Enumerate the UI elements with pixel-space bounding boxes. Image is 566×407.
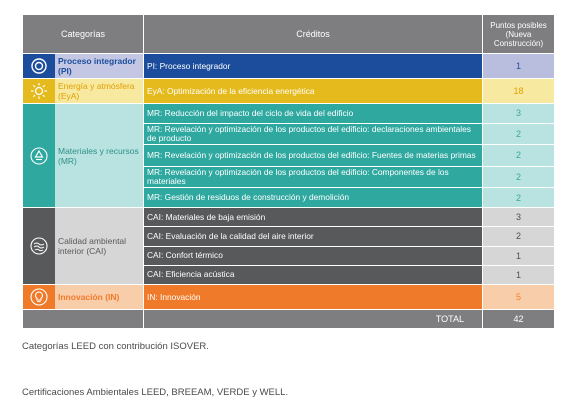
credit-cell: CAI: Materiales de baja emisión	[143, 206, 483, 228]
points-cell: 5	[482, 284, 555, 310]
points-cell: 2	[482, 226, 555, 247]
table-row: CAI: Evaluación de la calidad del aire i…	[23, 226, 555, 247]
total-row: TOTAL 42	[22, 309, 555, 329]
table-row: CAI: Confort térmico 1	[23, 245, 555, 266]
credit-cell: CAI: Eficiencia acústica	[143, 264, 483, 286]
points-cell: 1	[482, 53, 555, 79]
points-cell: 2	[482, 187, 555, 208]
points-cell: 18	[482, 78, 555, 104]
category-mr: Materiales y recursos (MR)	[22, 103, 144, 208]
credit-cell: MR: Revelación y optimización de los pro…	[143, 165, 483, 189]
recycle-icon	[23, 104, 55, 207]
credit-cell: CAI: Confort térmico	[143, 245, 483, 266]
points-cell: 1	[482, 245, 555, 266]
table-row: Energía y atmósfera (EyA) EyA: Optimizac…	[22, 78, 555, 104]
category-eya: Energía y atmósfera (EyA)	[22, 78, 144, 104]
category-label: Innovación (IN)	[58, 292, 120, 302]
points-cell: 3	[482, 103, 555, 124]
credit-cell: MR: Revelación y optimización de los pro…	[143, 122, 483, 146]
credit-cell: CAI: Evaluación de la calidad del aire i…	[143, 226, 483, 247]
sun-icon	[23, 79, 55, 103]
lightbulb-icon	[23, 285, 55, 309]
table-row: Innovación (IN) IN: Innovación 5	[22, 284, 555, 310]
total-value: 42	[482, 309, 555, 329]
credit-cell: MR: Gestión de residuos de construcción …	[143, 187, 483, 208]
table-row: Calidad ambiental interior (CAI) CAI: Ma…	[22, 206, 555, 285]
category-pi: Proceso integrador (PI)	[22, 53, 144, 79]
category-cai: Calidad ambiental interior (CAI)	[22, 207, 144, 285]
table-row: MR: Revelación y optimización de los pro…	[23, 165, 555, 189]
table-row: MR: Gestión de residuos de construcción …	[23, 187, 555, 208]
category-label: Materiales y recursos (MR)	[58, 145, 139, 166]
table-row: Materiales y recursos (MR) MR: Reducción…	[22, 103, 555, 208]
points-cell: 1	[482, 264, 555, 286]
credit-cell: EyA: Optimización de la eficiencia energ…	[143, 78, 483, 104]
certifications-caption: Certificaciones Ambientales LEED, BREEAM…	[22, 387, 289, 398]
table-header-row: Categorías Créditos Puntos posibles (Nue…	[22, 14, 555, 54]
table-row: MR: Revelación y optimización de los pro…	[23, 122, 555, 146]
points-cell: 2	[482, 144, 555, 167]
total-label: TOTAL	[143, 309, 483, 329]
header-points: Puntos posibles (Nueva Construcción)	[482, 14, 555, 54]
category-label: Proceso integrador (PI)	[58, 56, 136, 76]
table-row: Proceso integrador (PI) PI: Proceso inte…	[22, 53, 555, 79]
points-cell: 2	[482, 122, 555, 146]
category-in: Innovación (IN)	[22, 284, 144, 310]
credit-cell: MR: Reducción del impacto del ciclo de v…	[143, 103, 483, 124]
category-label: Calidad ambiental interior (CAI)	[58, 236, 127, 256]
air-flow-icon	[23, 208, 55, 284]
total-spacer	[22, 309, 144, 329]
table-caption: Categorías LEED con contribución ISOVER.	[22, 341, 209, 352]
header-credits: Créditos	[143, 14, 483, 54]
category-label: Energía y atmósfera (EyA)	[58, 81, 135, 101]
header-categories: Categorías	[22, 14, 144, 54]
target-icon	[23, 54, 55, 78]
table-row: CAI: Eficiencia acústica 1	[23, 264, 555, 286]
leed-categories-table: Categorías Créditos Puntos posibles (Nue…	[22, 14, 555, 329]
points-cell: 2	[482, 165, 555, 189]
credit-cell: MR: Revelación y optimización de los pro…	[143, 144, 483, 167]
credit-cell: PI: Proceso integrador	[143, 53, 483, 79]
credit-cell: IN: Innovación	[143, 284, 483, 310]
points-cell: 3	[482, 206, 555, 228]
